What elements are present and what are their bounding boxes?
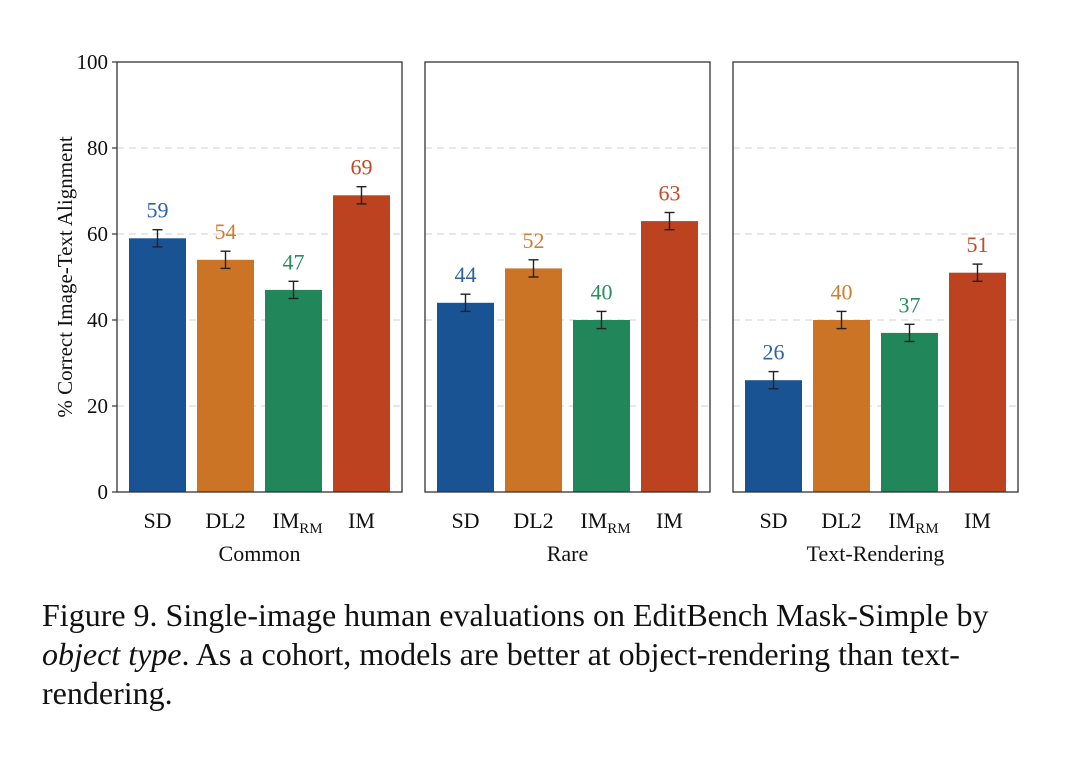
bar <box>881 332 938 492</box>
x-tick-label: SD <box>759 508 787 533</box>
x-tick-label: IM <box>656 508 683 533</box>
x-tick-subscript: RM <box>607 521 630 537</box>
x-tick-label: DL2 <box>205 508 245 533</box>
x-tick-label: DL2 <box>821 508 861 533</box>
bar <box>197 259 254 492</box>
bar <box>641 221 698 492</box>
caption-emphasis: object type <box>42 636 182 672</box>
caption-suffix: . As a cohort, models are better at obje… <box>42 636 960 711</box>
y-axis-label: % Correct Image-Text Alignment <box>53 136 77 418</box>
x-tick-label: IM <box>348 508 375 533</box>
bar <box>129 238 186 492</box>
data-label: 47 <box>283 249 305 274</box>
data-label: 59 <box>147 198 169 223</box>
panel-frame <box>424 61 711 493</box>
y-tick-label: 100 <box>77 50 109 74</box>
y-tick-label: 40 <box>87 308 108 332</box>
x-tick-subscript: RM <box>299 521 322 537</box>
x-tick-label: IMRM <box>580 508 630 537</box>
bar <box>437 302 494 492</box>
y-tick-label: 20 <box>87 394 108 418</box>
group-label: Text-Rendering <box>807 541 945 566</box>
data-label: 52 <box>523 228 545 253</box>
y-tick-label: 60 <box>87 222 108 246</box>
bar <box>265 289 322 492</box>
x-tick-label: IMRM <box>888 508 938 537</box>
data-label: 69 <box>351 155 373 180</box>
bar <box>333 195 390 493</box>
figure-caption: Figure 9. Single-image human evaluations… <box>42 596 1032 713</box>
data-label: 40 <box>591 279 613 304</box>
bar <box>813 320 870 492</box>
bar <box>949 272 1006 492</box>
data-label: 40 <box>831 279 853 304</box>
data-label: 54 <box>215 219 237 244</box>
data-label: 44 <box>455 262 477 287</box>
bar-chart: 0 20 40 60 80 100 % Correct Image-Text Alignme… <box>53 50 1019 566</box>
y-tick-label: 80 <box>87 136 108 160</box>
x-tick-label: SD <box>451 508 479 533</box>
x-tick-label: DL2 <box>513 508 553 533</box>
caption-prefix: Figure 9. Single-image human evaluations… <box>42 597 989 633</box>
panel-frame <box>116 61 403 493</box>
bar <box>745 380 802 492</box>
group-label: Common <box>219 541 301 566</box>
bar <box>573 320 630 492</box>
data-label: 37 <box>899 292 921 317</box>
panel-frame <box>732 61 1019 493</box>
data-label: 63 <box>659 181 681 206</box>
group-label: Rare <box>547 541 589 566</box>
data-label: 26 <box>763 340 785 365</box>
data-label: 51 <box>967 232 989 257</box>
x-tick-label: IMRM <box>272 508 322 537</box>
x-tick-label: IM <box>964 508 991 533</box>
y-tick-label: 0 <box>98 480 109 504</box>
x-tick-subscript: RM <box>915 521 938 537</box>
bar <box>505 268 562 492</box>
x-tick-label: SD <box>143 508 171 533</box>
